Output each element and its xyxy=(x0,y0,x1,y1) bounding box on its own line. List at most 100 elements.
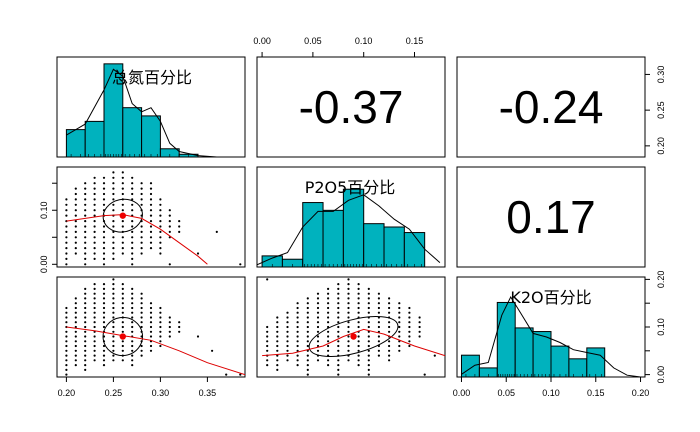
scatter-point xyxy=(121,209,124,212)
scatter-point xyxy=(316,306,320,310)
scatter-point xyxy=(276,354,279,357)
scatter-point xyxy=(347,283,350,286)
scatter-point xyxy=(388,321,391,324)
scatter-point xyxy=(65,214,68,217)
scatter-point xyxy=(102,302,106,305)
scatter-point xyxy=(131,236,134,239)
scatter-point xyxy=(178,321,181,324)
histogram-bar xyxy=(84,120,105,157)
tick-label: 0.30 xyxy=(656,66,666,84)
scatter-point xyxy=(84,354,87,357)
scatter-point xyxy=(377,325,380,329)
scatter-point xyxy=(131,220,134,223)
scatter-point xyxy=(112,292,115,295)
scatter-point xyxy=(337,325,340,329)
scatter-point xyxy=(266,325,269,329)
scatter-point xyxy=(388,302,391,305)
scatter-point xyxy=(347,297,350,300)
scatter-point xyxy=(121,325,124,329)
tick-label: 0.05 xyxy=(497,388,515,398)
scatter-point xyxy=(316,340,320,343)
scatter-point xyxy=(84,316,87,319)
scatter-point xyxy=(398,325,401,329)
scatter-point xyxy=(377,306,380,310)
scatter-point xyxy=(408,306,411,310)
scatter-point xyxy=(296,359,299,362)
scatter-point xyxy=(149,203,153,206)
scatter-point xyxy=(239,263,242,266)
correlation-label: -0.37 xyxy=(299,81,404,133)
scatter-point xyxy=(121,241,124,244)
scatter-point xyxy=(306,316,309,319)
scatter-point xyxy=(178,225,181,228)
scatter-point xyxy=(316,359,320,362)
scatter-point xyxy=(65,225,68,228)
scatter-point xyxy=(316,344,320,348)
scatter-point xyxy=(327,316,330,319)
scatter-point xyxy=(296,311,299,314)
scatter-point xyxy=(74,311,77,314)
scatter-point xyxy=(112,306,115,310)
scatter-point xyxy=(93,287,96,290)
scatter-point xyxy=(286,311,289,314)
scatter-point xyxy=(347,302,350,305)
scatter-point xyxy=(112,278,115,281)
scatter-point xyxy=(93,198,96,201)
scatter-point xyxy=(112,220,115,223)
scatter-point xyxy=(276,359,279,362)
scatter-point xyxy=(84,192,87,196)
scatter-point xyxy=(347,278,350,281)
axes-layer: 0.20 0.25 0.30 0.35 0.00 0.05 0.10 0.15 0.20 0.00… xyxy=(39,36,666,398)
scatter-point xyxy=(112,257,115,260)
scatter-point xyxy=(74,359,77,362)
scatter-point xyxy=(131,182,134,185)
scatter-point xyxy=(215,230,218,233)
scatter-point xyxy=(84,344,87,348)
scatter-point xyxy=(357,287,360,290)
scatter-point xyxy=(93,325,96,329)
scatter-point xyxy=(112,354,115,357)
scatter-point xyxy=(65,257,68,260)
scatter-point xyxy=(74,297,77,300)
scatter-point xyxy=(178,330,181,333)
scatter-point xyxy=(306,364,309,367)
scatter-point xyxy=(121,344,124,348)
scatter-point xyxy=(65,306,68,310)
scatter-point xyxy=(65,236,68,239)
scatter-point xyxy=(84,302,87,305)
scatter-point xyxy=(347,359,350,362)
scatter-point xyxy=(131,344,134,348)
scatter-point xyxy=(102,236,106,239)
scatter-point xyxy=(131,225,134,228)
scatter-point xyxy=(357,335,360,338)
scatter-point xyxy=(102,321,106,324)
scatter-point xyxy=(102,192,106,196)
scatter-point xyxy=(112,283,115,286)
scatter-point xyxy=(418,330,421,333)
mean-point xyxy=(119,212,127,219)
scatter-point xyxy=(168,330,171,333)
scatter-point xyxy=(367,321,370,324)
scatter-point xyxy=(306,344,309,348)
scatter-point xyxy=(84,182,87,185)
scatter-point xyxy=(367,292,370,295)
scatter-point xyxy=(168,214,171,217)
scatter-point xyxy=(266,278,269,281)
scatter-point xyxy=(337,364,340,367)
scatter-point xyxy=(131,321,134,324)
scatter-point xyxy=(140,241,143,244)
density-curve xyxy=(461,295,641,377)
scatter-point xyxy=(316,316,320,319)
scatter-point xyxy=(84,220,87,223)
scatter-point xyxy=(168,225,171,228)
scatter-point xyxy=(84,349,87,352)
scatter-point xyxy=(131,330,134,333)
scatter-point xyxy=(131,287,134,290)
scatter-point xyxy=(84,214,87,217)
scatter-point xyxy=(140,225,143,228)
tick-label: 0.15 xyxy=(587,388,605,398)
scatter-point xyxy=(112,302,115,305)
scatter-point xyxy=(408,344,411,348)
scatter-point xyxy=(112,335,115,338)
scatter-point xyxy=(418,335,421,338)
